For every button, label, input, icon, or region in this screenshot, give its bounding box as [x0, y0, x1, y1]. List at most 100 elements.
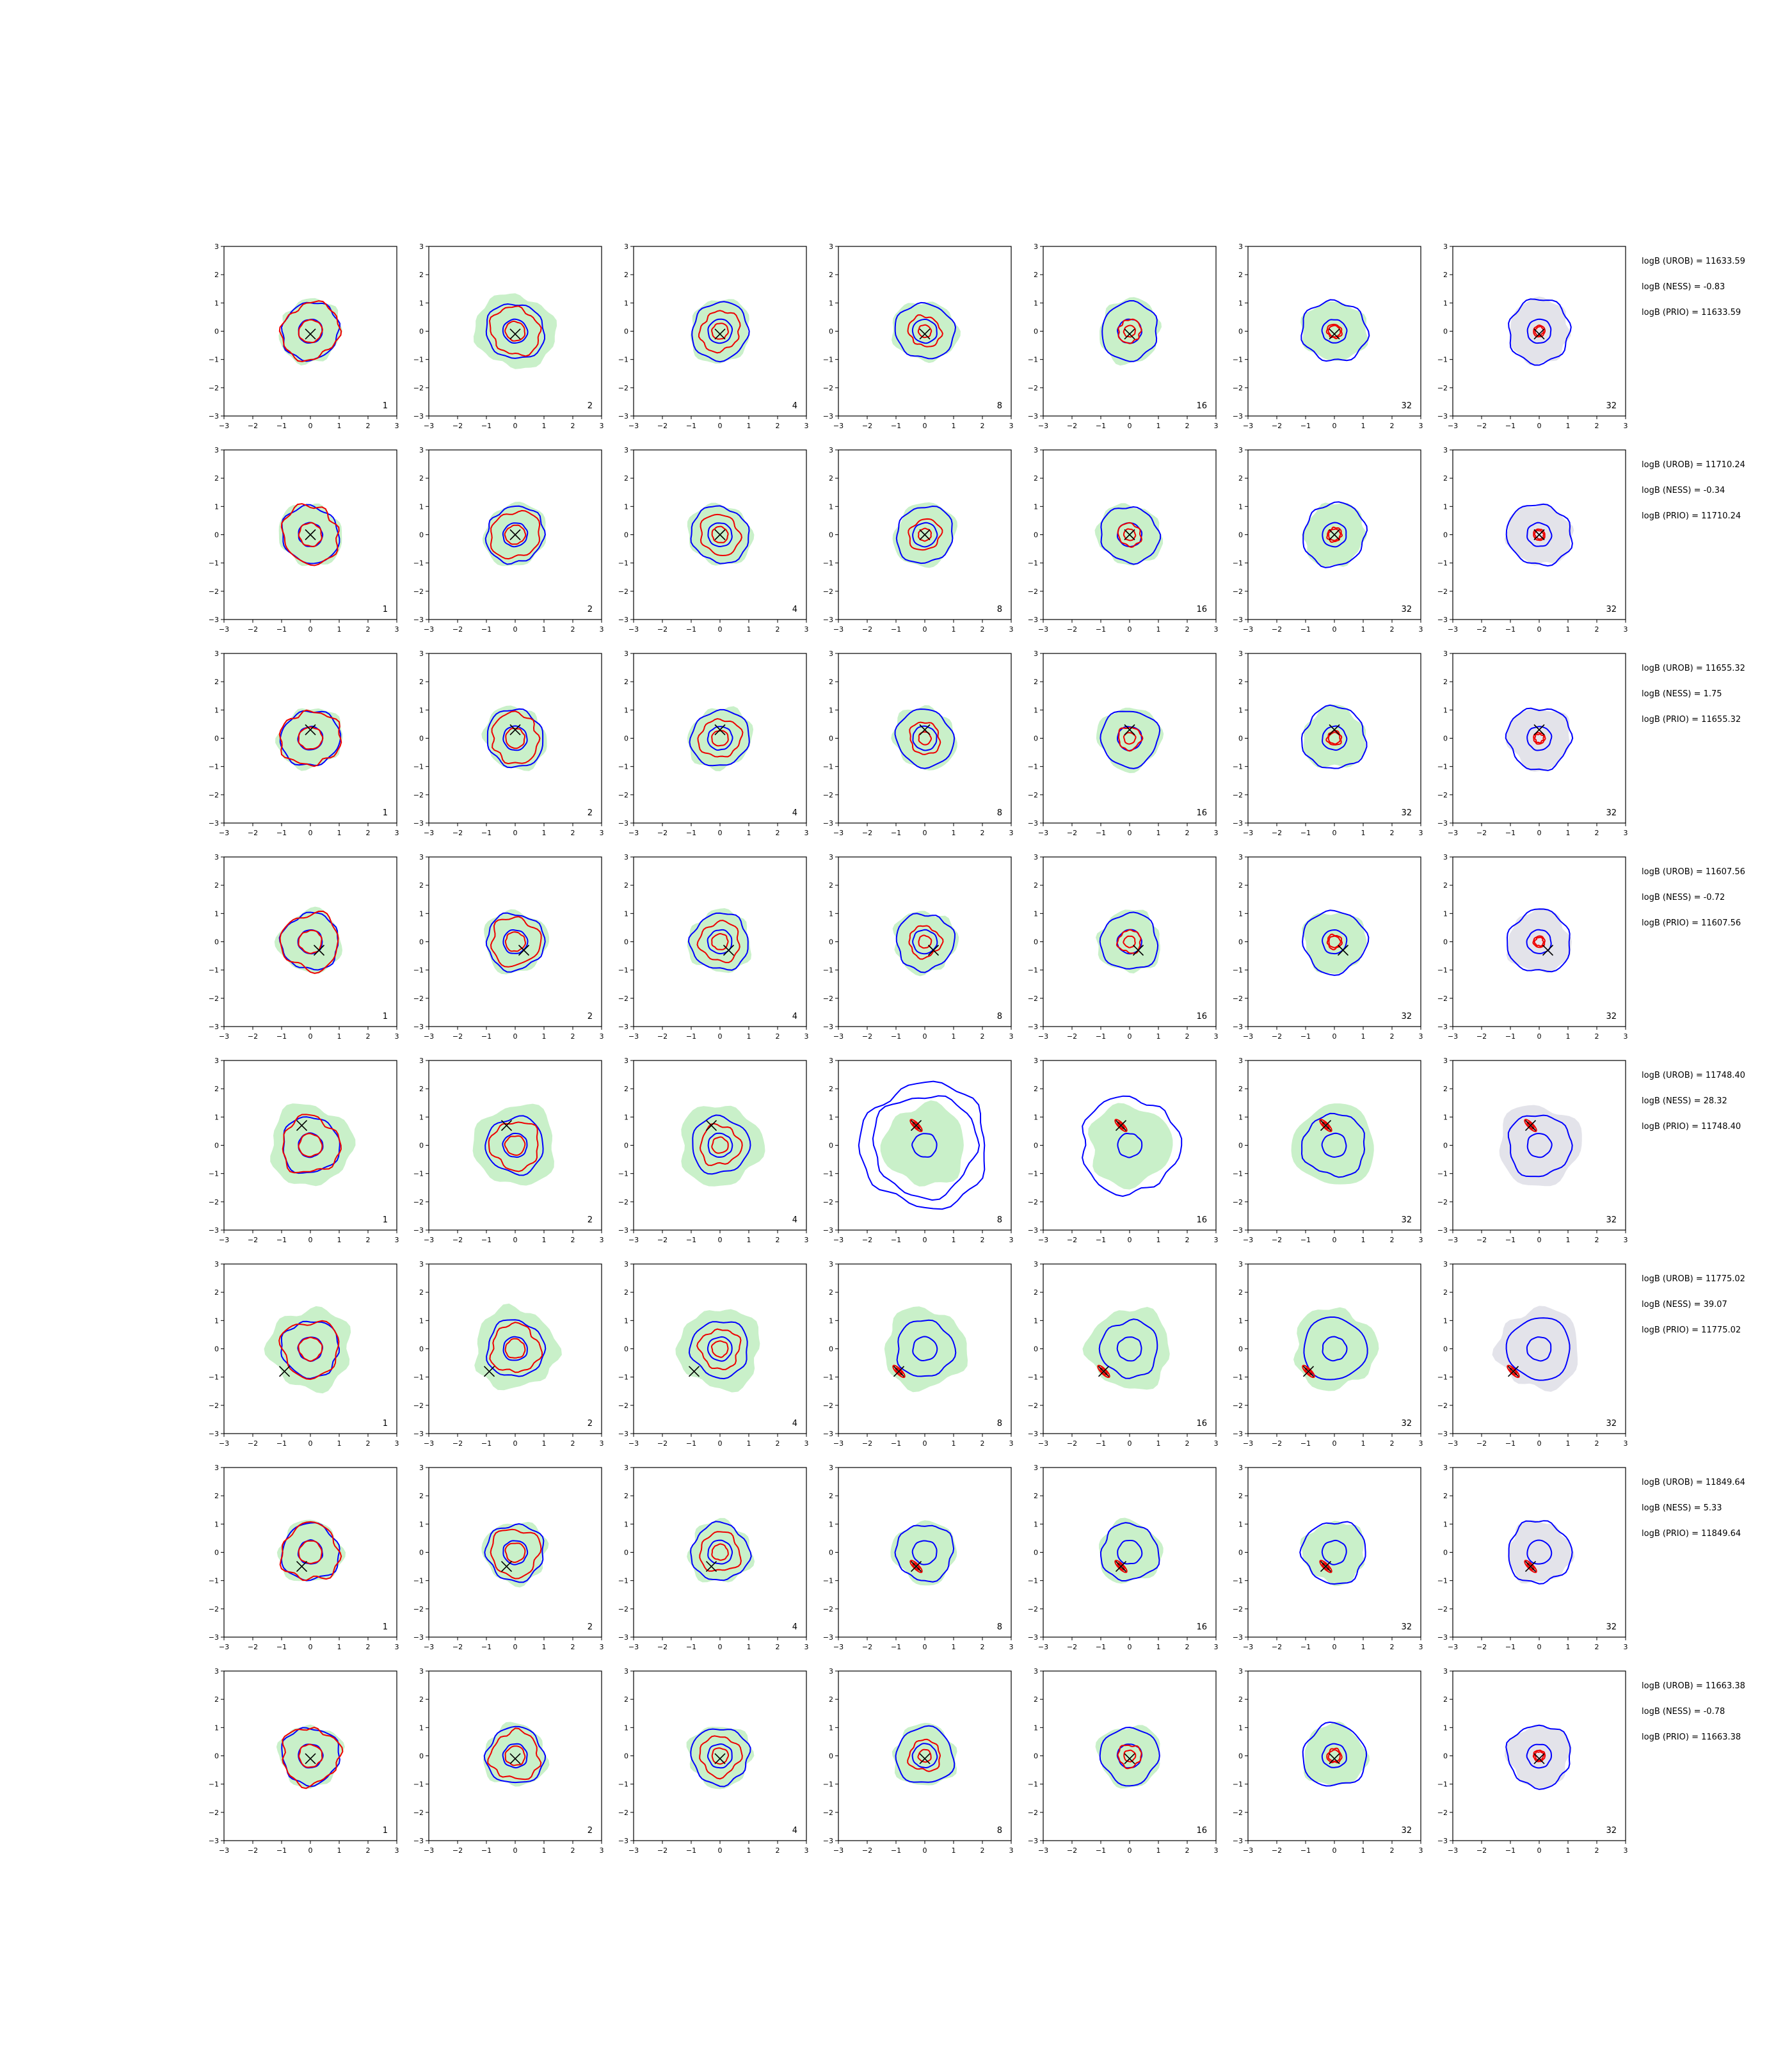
- x-tick-label: 3: [1624, 1236, 1628, 1244]
- blue-outer-contour: [1507, 1114, 1573, 1178]
- y-tick-label: −2: [618, 588, 628, 596]
- x-tick-label: 2: [1185, 829, 1190, 837]
- x-tick-label: −2: [452, 829, 463, 837]
- blue-inner-contour: [707, 522, 733, 548]
- y-tick-label: 2: [1034, 1085, 1038, 1093]
- red-outer-contour: [487, 1727, 542, 1780]
- x-tick-label: 2: [1390, 1846, 1395, 1855]
- y-tick-label: −3: [823, 1226, 833, 1235]
- density-fill: [1499, 1105, 1582, 1187]
- x-tick-label: 3: [1419, 1032, 1423, 1041]
- y-tick-label: 0: [1034, 328, 1038, 336]
- y-tick-label: 3: [214, 853, 219, 861]
- y-tick-label: 1: [1238, 1316, 1243, 1325]
- logb-urob-label: logB (UROB) = 11607.56: [1642, 867, 1745, 877]
- y-tick-label: 0: [1034, 1752, 1038, 1761]
- panel-column-label: 2: [588, 1419, 593, 1428]
- x-tick-label: 0: [1128, 829, 1132, 837]
- y-tick-label: 2: [1238, 678, 1243, 686]
- truth-marker: [305, 328, 316, 340]
- x-tick-label: −2: [248, 1032, 258, 1041]
- y-tick-label: 0: [1443, 1549, 1448, 1557]
- panel-column-label: 2: [588, 401, 593, 411]
- x-tick-label: −1: [891, 1032, 901, 1041]
- y-tick-label: 2: [1034, 1492, 1038, 1500]
- panel-r1-c3: −3 −2 −1 0 1 2 3 3 2 1 0 −1 −2 −3 4: [618, 243, 809, 430]
- y-tick-label: −2: [618, 1605, 628, 1613]
- x-tick-label: 2: [571, 829, 575, 837]
- y-tick-label: −3: [1233, 412, 1243, 420]
- red-inner-contour: [1327, 732, 1341, 745]
- blue-inner-contour: [1526, 726, 1553, 751]
- blue-inner-contour: [912, 725, 938, 751]
- y-tick-label: 3: [1238, 243, 1243, 251]
- truth-marker: [714, 1753, 726, 1764]
- y-tick-label: −2: [209, 588, 219, 596]
- density-fill: [1096, 909, 1160, 973]
- y-tick-label: 2: [1443, 881, 1448, 890]
- x-tick-label: −1: [1300, 1032, 1311, 1041]
- red-outer-contour: [908, 518, 943, 551]
- x-tick-label: −1: [891, 625, 901, 634]
- y-tick-label: 2: [419, 1695, 424, 1704]
- x-tick-label: 3: [1214, 625, 1219, 634]
- x-tick-label: 3: [600, 1846, 604, 1855]
- x-tick-label: 1: [1156, 1846, 1161, 1855]
- red-outer-contour: [1534, 326, 1544, 337]
- x-tick-label: −3: [1038, 1643, 1048, 1651]
- y-tick-label: −2: [823, 1402, 833, 1410]
- x-tick-label: −1: [276, 625, 287, 634]
- x-tick-label: 2: [366, 829, 371, 837]
- blue-inner-contour: [1117, 1540, 1143, 1565]
- x-tick-label: −2: [862, 625, 872, 634]
- y-tick-label: −3: [1028, 1430, 1038, 1438]
- x-tick-label: −3: [628, 829, 639, 837]
- y-tick-label: 0: [624, 938, 628, 947]
- x-tick-label: 1: [1361, 625, 1366, 634]
- blue-inner-contour: [1321, 1539, 1347, 1565]
- logb-ness-label: logB (NESS) = -0.78: [1642, 1707, 1725, 1716]
- x-tick-label: 3: [1419, 625, 1423, 634]
- panel-plot-area: [1505, 707, 1574, 772]
- logb-urob-label: logB (UROB) = 11775.02: [1642, 1274, 1745, 1284]
- y-tick-label: −2: [618, 1402, 628, 1410]
- y-tick-label: 1: [1034, 502, 1038, 511]
- panel-plot-area: [892, 911, 959, 977]
- panel-r4-c3: −3 −2 −1 0 1 2 3 3 2 1 0 −1 −2 −3 4: [618, 853, 809, 1041]
- x-tick-label: 3: [1624, 1643, 1628, 1651]
- blue-outer-contour: [1508, 298, 1572, 366]
- x-tick-label: −3: [219, 1643, 229, 1651]
- y-tick-label: −1: [209, 763, 219, 771]
- x-tick-label: 2: [366, 422, 371, 430]
- x-tick-label: 3: [395, 1032, 399, 1041]
- x-tick-label: 0: [718, 625, 723, 634]
- x-tick-label: 3: [1009, 1846, 1014, 1855]
- y-tick-label: −3: [1233, 1430, 1243, 1438]
- x-tick-label: −2: [452, 1032, 463, 1041]
- x-tick-label: 2: [571, 625, 575, 634]
- x-tick-label: 0: [1537, 1032, 1542, 1041]
- x-tick-label: −3: [1038, 625, 1048, 634]
- red-inner-contour: [1327, 1749, 1341, 1763]
- x-tick-label: 0: [923, 1643, 927, 1651]
- y-tick-label: −1: [823, 356, 833, 364]
- x-tick-label: −1: [891, 829, 901, 837]
- y-tick-label: −2: [413, 791, 424, 799]
- x-tick-label: 0: [1128, 625, 1132, 634]
- x-tick-label: −3: [1448, 1439, 1458, 1448]
- red-outer-contour: [1524, 1119, 1537, 1132]
- y-tick-label: 0: [1443, 1752, 1448, 1761]
- y-tick-label: 3: [1034, 650, 1038, 658]
- logb-prio-label: logB (PRIO) = 11633.59: [1642, 308, 1741, 317]
- y-tick-label: −1: [1437, 1373, 1448, 1382]
- y-tick-label: −1: [209, 1170, 219, 1178]
- x-tick-label: −1: [1505, 1032, 1516, 1041]
- x-tick-label: 2: [980, 1643, 985, 1651]
- y-tick-label: 0: [214, 1752, 219, 1761]
- y-tick-label: −3: [1233, 1633, 1243, 1642]
- blue-inner-contour: [911, 1540, 938, 1565]
- blue-inner-contour: [911, 318, 938, 344]
- panel-column-label: 16: [1196, 1419, 1207, 1428]
- x-tick-label: −2: [1476, 625, 1487, 634]
- y-tick-label: 3: [1034, 1260, 1038, 1268]
